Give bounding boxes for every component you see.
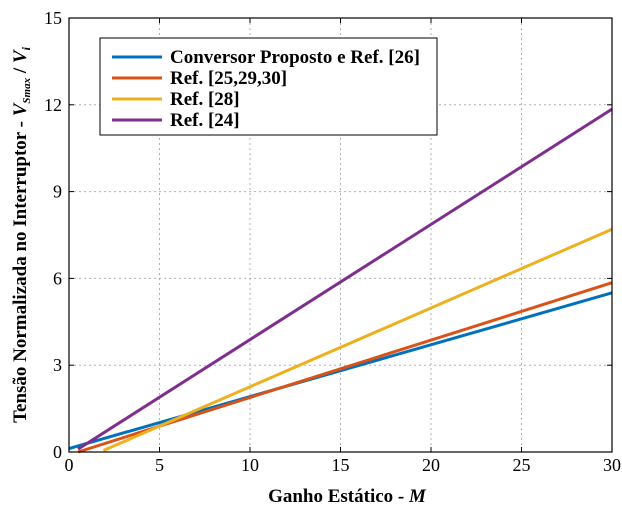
- y-tick-label: 15: [44, 8, 62, 28]
- series-line-1: [68, 291, 613, 450]
- axis-ticks: 0 5 10 15 20 25 30 0 3 6 9 12 15: [44, 8, 621, 475]
- y-tick-label: 3: [53, 355, 62, 375]
- x-tick-label: 30: [603, 455, 621, 475]
- x-tick-label: 5: [155, 455, 164, 475]
- legend-label-1: Conversor Proposto e Ref. [26]: [170, 47, 420, 68]
- y-tick-label: 0: [53, 442, 62, 462]
- y-axis-title: Tensão Normalizada no Interruptor - VSma…: [10, 46, 33, 423]
- x-tick-label: 25: [513, 455, 531, 475]
- series-lines: [68, 107, 613, 454]
- legend: Conversor Proposto e Ref. [26]Ref. [25,2…: [99, 37, 438, 136]
- legend-label-3: Ref. [28]: [170, 89, 240, 110]
- y-tick-label: 9: [53, 182, 62, 202]
- y-tick-label: 6: [53, 268, 62, 288]
- x-tick-label: 20: [422, 455, 440, 475]
- x-axis-title: Ganho Estático - M: [268, 486, 427, 507]
- y-tick-label: 12: [44, 95, 62, 115]
- series-line-3: [102, 227, 613, 452]
- series-line-4: [77, 107, 613, 451]
- x-tick-label: 15: [332, 455, 350, 475]
- x-tick-label: 10: [241, 455, 259, 475]
- x-tick-label: 0: [65, 455, 74, 475]
- legend-label-4: Ref. [24]: [170, 110, 240, 131]
- legend-label-2: Ref. [25,29,30]: [170, 68, 287, 89]
